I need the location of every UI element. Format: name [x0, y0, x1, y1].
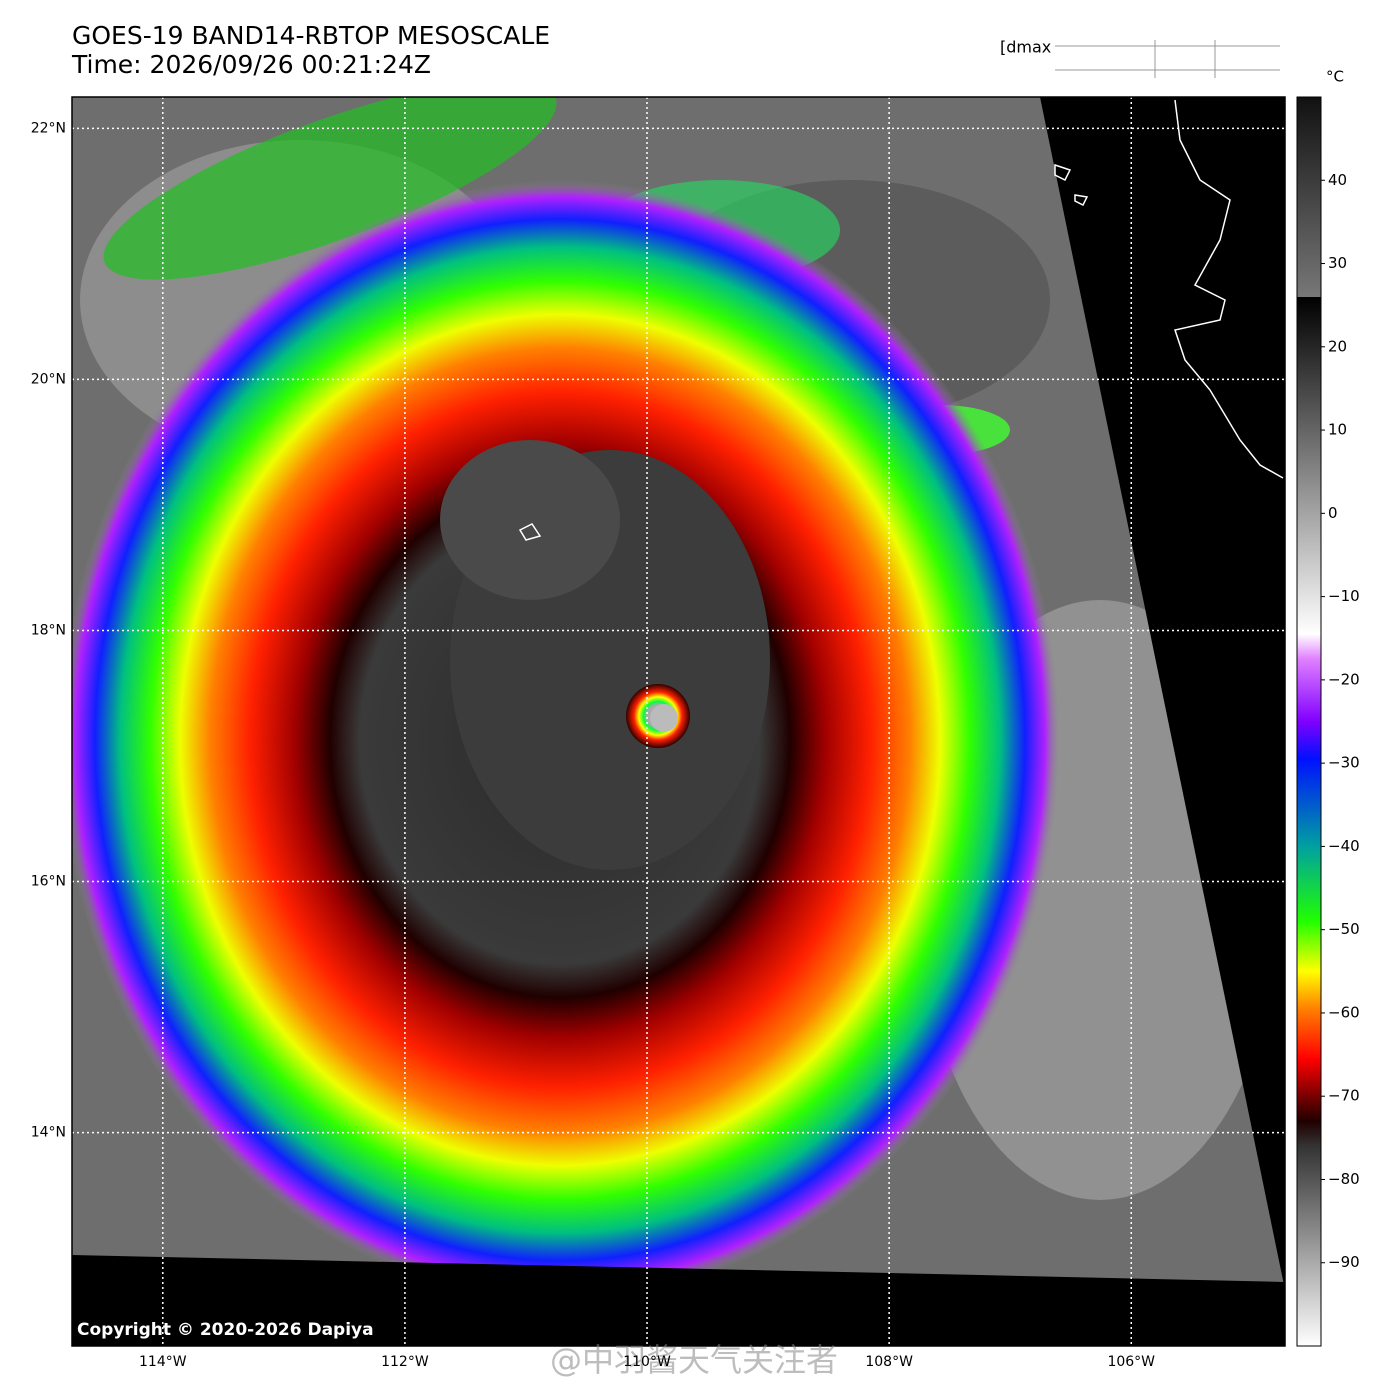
colorbar-unit: °C: [1326, 68, 1344, 86]
lon-label: 112°W: [381, 1354, 429, 1370]
colorbar-tick-label: −90: [1328, 1253, 1360, 1271]
colorbar-tick-label: −50: [1328, 920, 1360, 938]
colorbar-tick-label: 30: [1328, 254, 1347, 272]
lat-label: 22°N: [31, 120, 66, 136]
lon-label: 110°W: [623, 1354, 671, 1370]
legend-fragment: [dmax: [1000, 38, 1051, 57]
lon-label: 114°W: [139, 1354, 187, 1370]
lat-label: 20°N: [31, 371, 66, 387]
colorbar-tick-label: −70: [1328, 1087, 1360, 1105]
lat-label: 16°N: [31, 874, 66, 890]
satellite-image: [72, 97, 1285, 1346]
lat-label: 14°N: [31, 1125, 66, 1141]
colorbar-tick-label: −80: [1328, 1170, 1360, 1188]
colorbar-tick-label: 20: [1328, 337, 1347, 355]
colorbar-tick-label: −60: [1328, 1003, 1360, 1021]
legend-decoration: [1055, 40, 1280, 78]
watermark: @中羽酱天气关注者: [550, 1341, 838, 1379]
colorbar: [1296, 96, 1322, 1347]
colorbar-tick-label: 40: [1328, 171, 1347, 189]
colorbar-tick-label: −20: [1328, 670, 1360, 688]
copyright: Copyright © 2020-2026 Dapiya: [77, 1320, 374, 1340]
map-frame: [71, 96, 1286, 1347]
colorbar-tick-label: 0: [1328, 504, 1338, 522]
time: Time: 2026/09/26 00:21:24Z: [71, 50, 431, 79]
title: GOES-19 BAND14-RBTOP MESOSCALE: [72, 21, 550, 50]
graticule: [72, 97, 1285, 1346]
lon-label: 108°W: [865, 1354, 913, 1370]
lon-label: 106°W: [1107, 1354, 1155, 1370]
colorbar-tick-label: 10: [1328, 421, 1347, 439]
colorbar-tick-label: −10: [1328, 587, 1360, 605]
lat-label: 18°N: [31, 622, 66, 638]
colorbar-ticks: 40 30 20 10 0 −10 −20 −30 −40 −50 −60 −70 −80 −90: [1321, 171, 1360, 1271]
colorbar-tick-label: −40: [1328, 837, 1360, 855]
colorbar-tick-label: −30: [1328, 754, 1360, 772]
